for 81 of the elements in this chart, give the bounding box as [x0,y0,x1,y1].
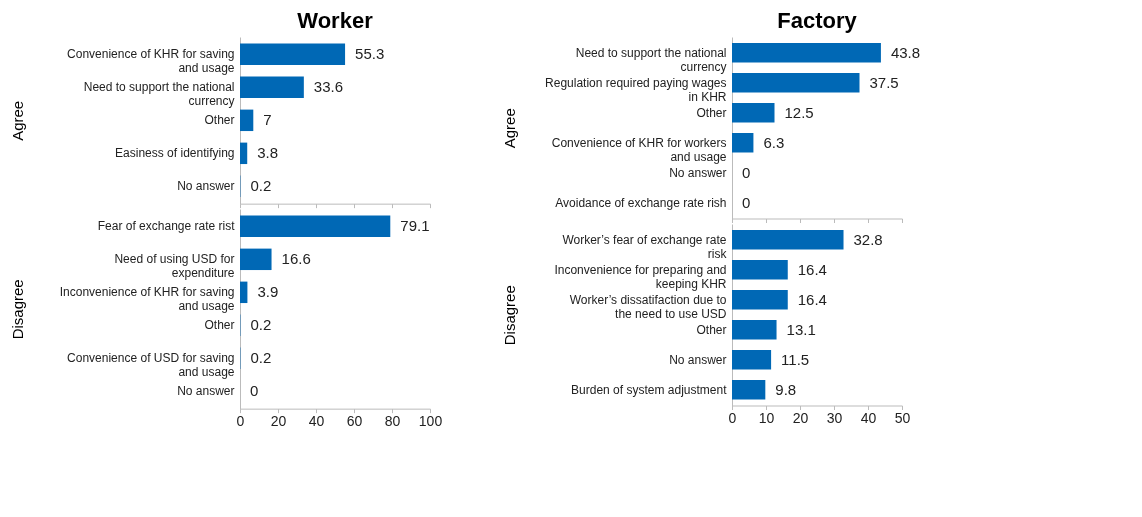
bar [732,380,766,400]
x-tick-label: 0 [236,413,245,430]
data-label: 0 [250,382,259,400]
x-tick-label: 80 [384,413,401,430]
data-label: 0 [742,163,751,181]
data-label: 11.5 [781,350,810,368]
data-label: 43.8 [890,43,921,61]
y-axis-title: Disagree [500,285,518,346]
y-axis-title: Agree [500,108,518,149]
x-tick-label: 10 [758,410,775,426]
bar [240,43,346,66]
bar [240,109,254,132]
data-label: 9.8 [775,380,797,398]
y-tick-label: Easiness of identifying [115,146,235,161]
x-tick-label: 40 [860,410,877,426]
y-tick-label: Convenience of USD for saving and usage [67,351,235,380]
y-tick-label: Avoidance of exchange rate rish [555,195,727,210]
y-tick-label: No answer [669,165,727,180]
data-label: 6.3 [763,133,785,151]
bar [732,133,754,153]
bar [732,103,775,123]
chart-title: Factory [777,8,858,33]
bar [732,230,844,250]
bar [240,142,248,165]
bar [732,43,881,63]
chart-title: Worker [297,8,374,33]
x-tick-label: 50 [894,410,911,426]
y-tick-label: Other [204,318,235,333]
data-label: 16.4 [797,260,827,278]
y-tick-label: Need of using USD for expenditure [114,252,235,281]
y-tick-label: Convenience of KHR for workers and usage [551,135,727,164]
bar [240,76,304,99]
bar [240,248,272,271]
bar [240,215,391,238]
data-label: 0 [742,193,751,211]
bar [732,73,860,93]
y-tick-label: Convenience of KHR for saving and usage [67,47,235,76]
y-axis-title: Disagree [8,279,26,340]
data-label: 0.2 [250,349,272,367]
data-label: 16.6 [281,250,311,268]
data-label: 12.5 [784,103,814,121]
data-label: 7 [263,111,272,129]
y-tick-label: Other [204,113,235,128]
y-tick-label: Inconvenience of KHR for saving and usage [59,285,235,314]
y-tick-label: Need to support the national currency [83,80,235,109]
bar [732,260,788,280]
bar [240,281,248,304]
x-tick-label: 100 [418,413,443,430]
y-tick-label: No answer [177,179,235,194]
y-tick-label: Need to support the national currency [575,45,727,74]
x-tick-label: 20 [270,413,287,430]
x-tick-label: 40 [308,413,325,430]
data-label: 3.8 [257,144,279,162]
x-tick-label: 30 [826,410,843,426]
data-label: 32.8 [853,230,883,248]
y-tick-label: Inconvenience for preparing and keeping KHR [554,262,727,291]
x-tick-label: 20 [792,410,809,426]
data-label: 0.2 [250,316,272,334]
bar [732,320,777,340]
data-label: 55.3 [355,45,385,63]
data-label: 37.5 [869,73,899,91]
bar [732,290,788,310]
bar [732,350,772,370]
y-tick-label: Fear of exchange rate rist [97,219,236,234]
y-tick-label: Other [696,105,727,120]
x-tick-label: 60 [346,413,363,430]
y-axis-title: Agree [8,100,26,141]
y-tick-label: No answer [669,352,727,367]
y-tick-label: Other [696,322,727,337]
data-label: 13.1 [786,320,816,338]
y-tick-label: No answer [177,384,235,399]
x-tick-label: 0 [728,410,737,426]
data-label: 33.6 [313,78,344,96]
data-label: 0.2 [250,177,272,195]
data-label: 3.9 [257,283,279,301]
y-tick-label: Regulation required paying wages in KHR [545,75,727,104]
y-tick-label: Worker’s dissatifaction due to the need to use USD [569,292,727,321]
y-tick-label: Burden of system adjustment [571,382,728,397]
data-label: 16.4 [797,290,827,308]
data-label: 79.1 [400,217,430,235]
y-tick-label: Worker’s fear of exchange rate risk [562,232,728,261]
